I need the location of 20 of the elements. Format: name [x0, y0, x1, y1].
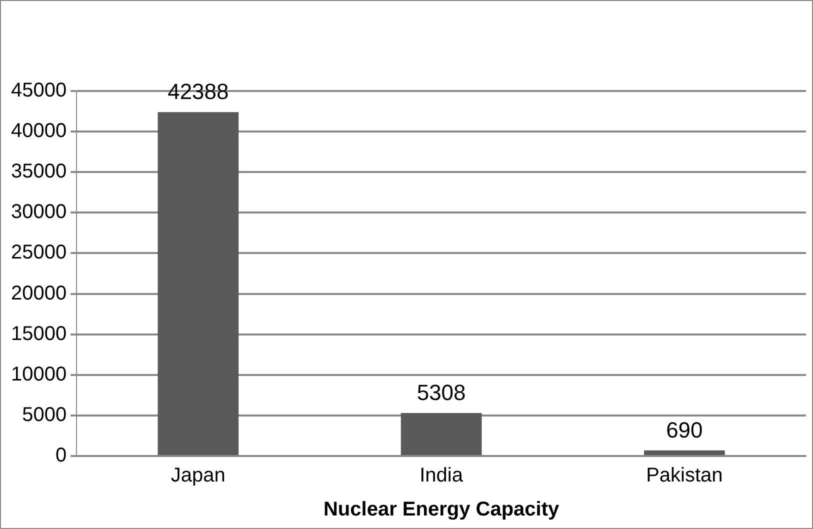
y-tick-label: 5000 — [22, 404, 67, 426]
data-label: 690 — [666, 417, 703, 442]
y-tick-label: 0 — [55, 444, 67, 467]
data-label: 5308 — [416, 380, 466, 406]
y-tick-label: 10000 — [10, 363, 67, 386]
y-tick-label: 15000 — [10, 322, 67, 345]
x-tick-label: India — [420, 464, 464, 487]
x-tick-label: Pakistan — [646, 464, 723, 487]
bar — [400, 412, 482, 455]
y-tick-label: 25000 — [10, 242, 67, 264]
bar — [644, 450, 725, 455]
data-label: 42388 — [168, 79, 229, 104]
y-tick-label: 35000 — [10, 160, 67, 183]
y-tick-label: 40000 — [10, 120, 67, 142]
bar — [158, 112, 239, 455]
y-tick-label: 45000 — [10, 80, 67, 102]
x-tick-label: Japan — [170, 464, 226, 487]
x-axis-title: Nuclear Energy Capacity — [323, 498, 560, 521]
y-tick-label: 30000 — [10, 201, 67, 224]
y-tick-label: 20000 — [10, 282, 67, 304]
